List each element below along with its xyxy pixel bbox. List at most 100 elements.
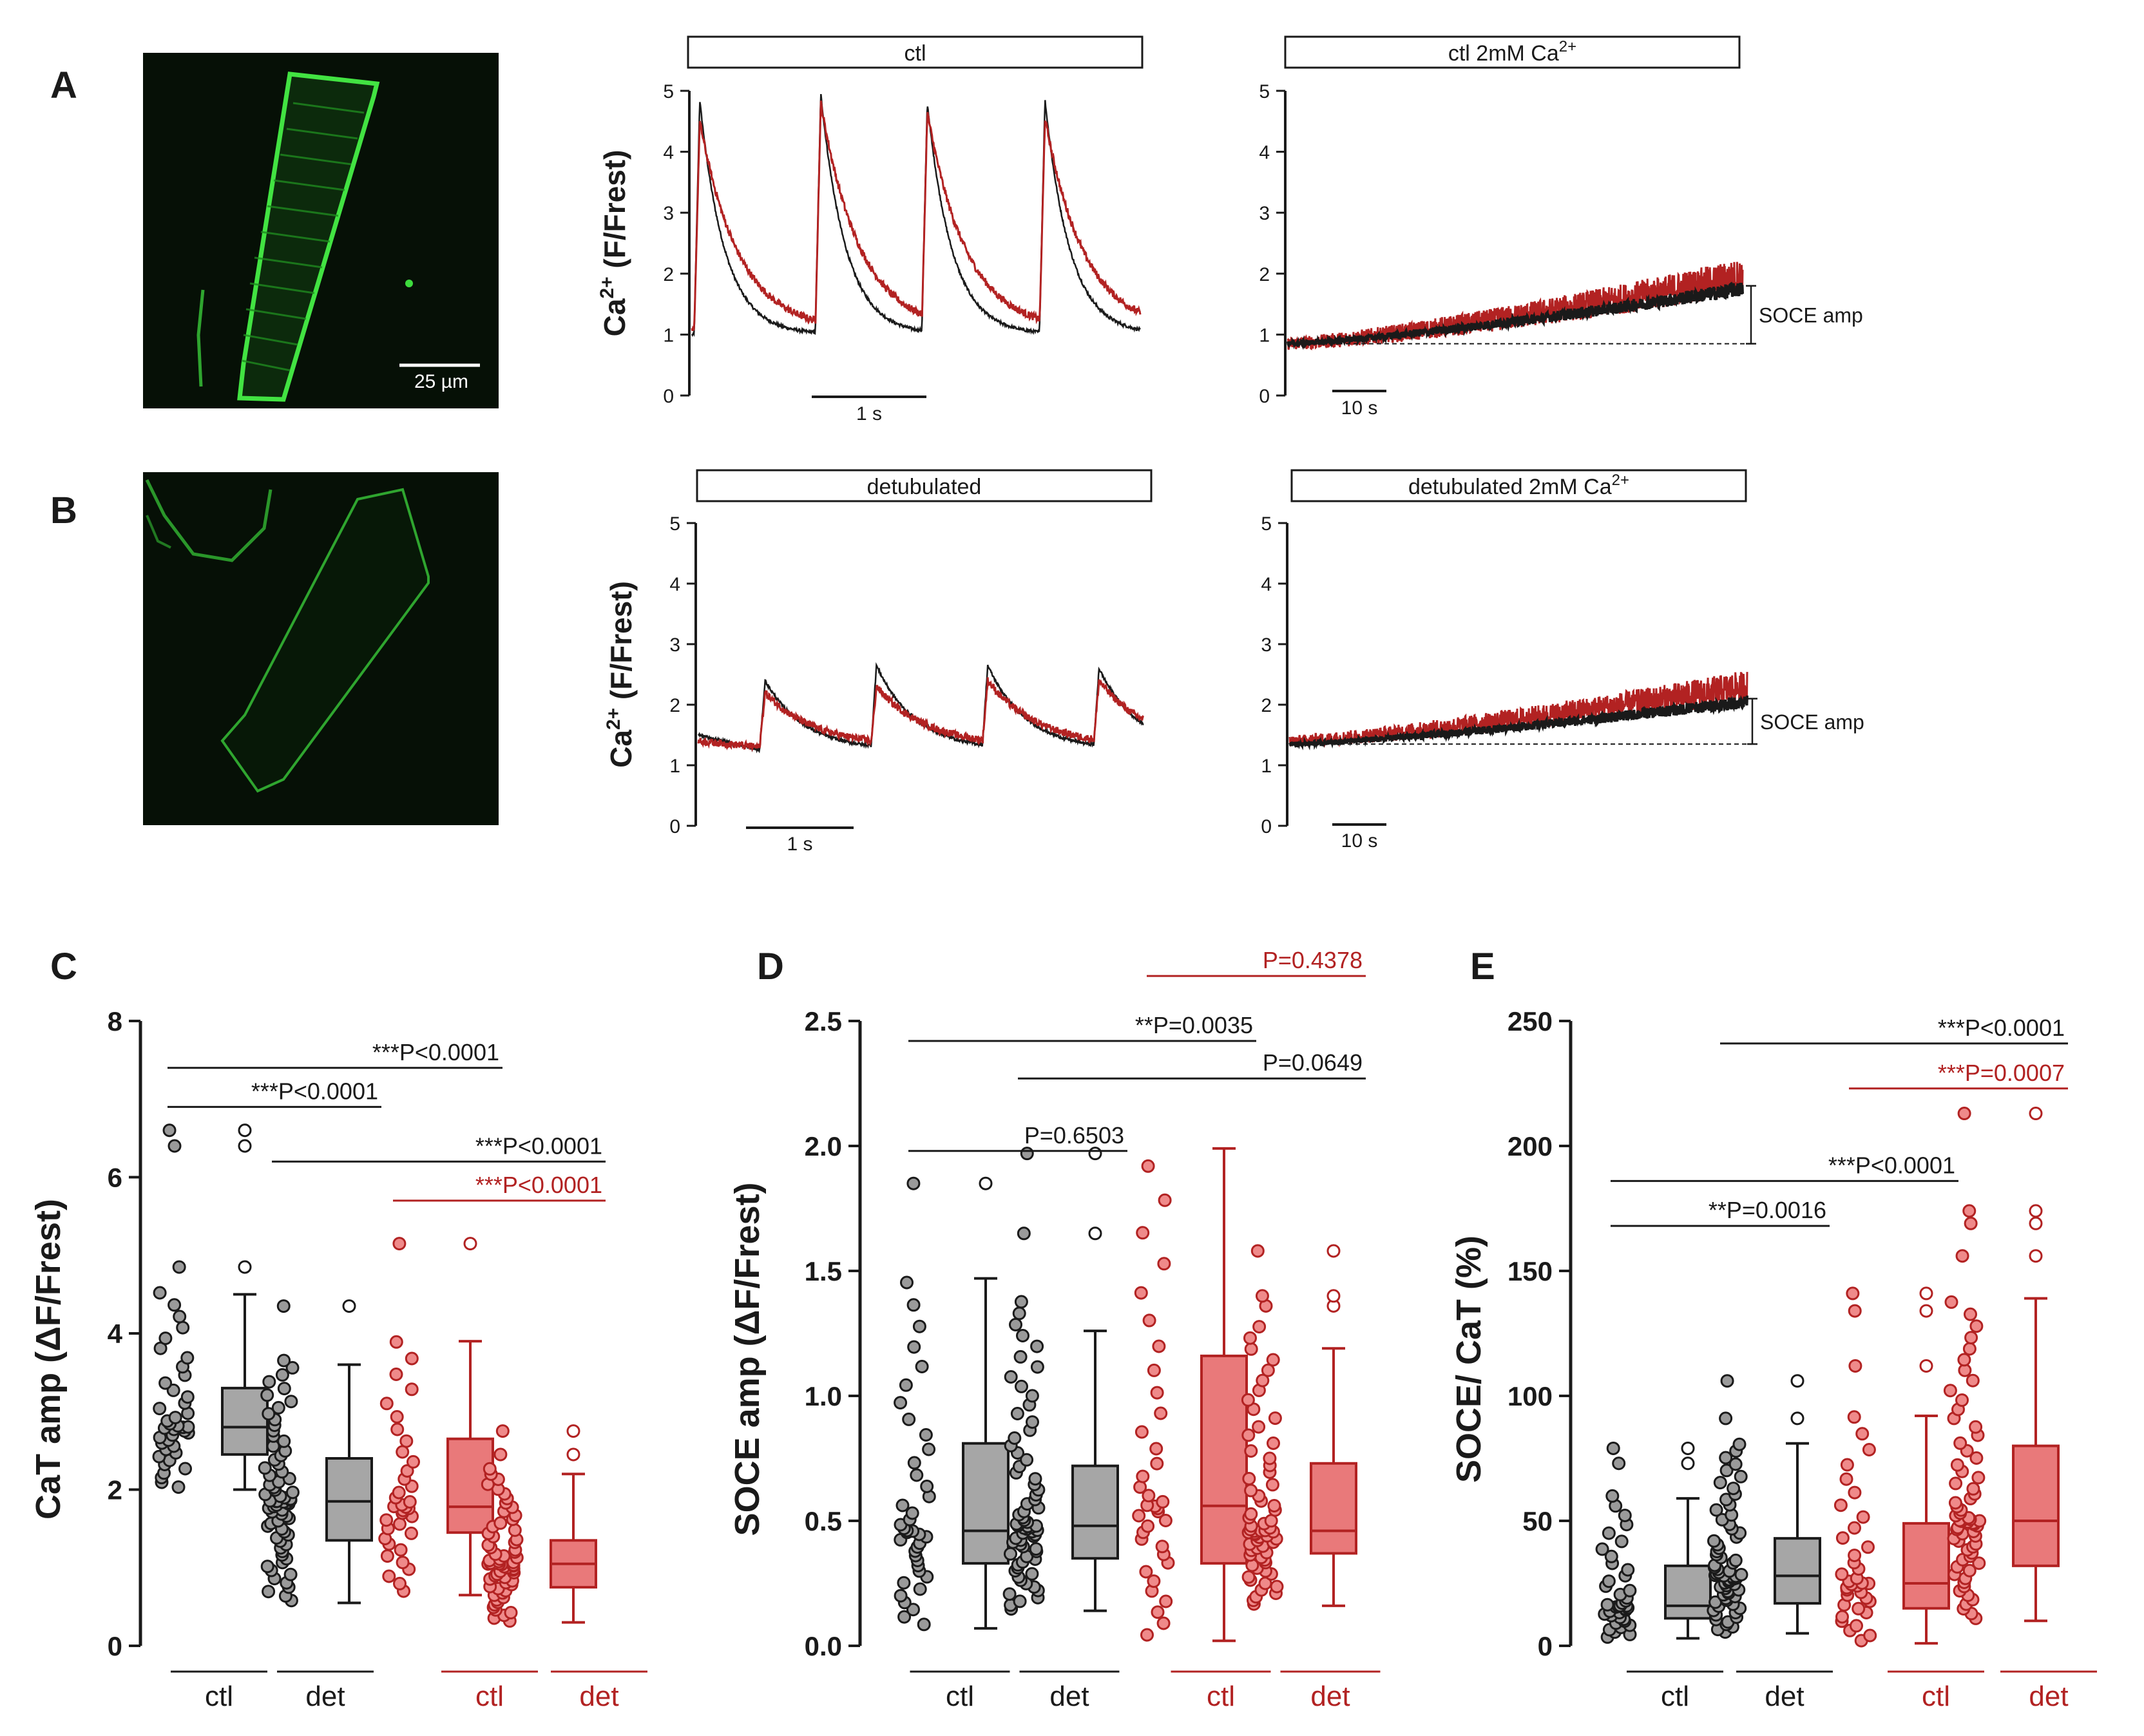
data-point	[1727, 1482, 1741, 1496]
data-point	[1133, 1480, 1147, 1494]
data-point	[1600, 1598, 1614, 1612]
box-outlier	[1919, 1359, 1933, 1373]
trace-title: detubulated 2mM Ca2+	[1408, 472, 1629, 499]
data-point	[1244, 1444, 1258, 1458]
data-point	[1016, 1329, 1029, 1342]
trace-y-tick-label: 3	[663, 203, 674, 224]
significance-label: P=0.4378	[1263, 947, 1363, 973]
data-point	[1969, 1451, 1984, 1465]
data-point	[403, 1495, 417, 1509]
data-point	[1835, 1531, 1850, 1545]
box-body	[1774, 1537, 1821, 1605]
data-point	[166, 1383, 180, 1397]
data-point	[1013, 1350, 1028, 1364]
trace-title-box	[1284, 35, 1741, 69]
time-scale-label: 1 s	[787, 834, 812, 855]
trace-panel-b-soce: detubulated 2mM Ca2+ 0 1 2 3 4 5 10 s SOCE amp	[1261, 469, 1864, 852]
box-outlier	[566, 1447, 580, 1462]
data-point	[180, 1351, 195, 1365]
trace-y-tick-label: 1	[669, 756, 680, 777]
trace-series-black	[1288, 694, 1748, 750]
data-point	[277, 1353, 291, 1368]
data-point	[1863, 1628, 1877, 1643]
trace-y-tick-label: 2	[663, 264, 674, 285]
trace-y-tick-label: 4	[669, 574, 680, 595]
trace-y-label: Ca2+ (F/Frest)	[603, 581, 638, 768]
data-point	[1606, 1441, 1620, 1455]
green-membrane-micrograph-icon	[196, 72, 413, 402]
data-point	[1948, 1496, 1962, 1510]
data-point	[1266, 1353, 1280, 1367]
box-body	[2012, 1444, 2060, 1567]
data-point	[907, 1340, 921, 1354]
data-point	[1017, 1226, 1031, 1241]
y-tick-label: 0.5	[805, 1506, 842, 1536]
trace-y-tick-label: 5	[1261, 513, 1272, 535]
data-point	[1025, 1567, 1039, 1581]
data-point	[1618, 1509, 1632, 1523]
data-point	[1964, 1331, 1978, 1345]
data-point	[1263, 1451, 1277, 1465]
data-point	[171, 1480, 186, 1494]
group-label: ctl	[205, 1681, 233, 1712]
data-point	[396, 1445, 410, 1459]
data-point	[1719, 1464, 1734, 1478]
data-point	[1010, 1407, 1024, 1420]
panel-letter-b: B	[50, 490, 77, 531]
data-point	[1962, 1342, 1977, 1356]
data-point	[1850, 1619, 1863, 1633]
data-point	[1270, 1579, 1284, 1594]
box-outlier	[342, 1299, 356, 1313]
data-point	[495, 1424, 510, 1438]
group-label: det	[2029, 1681, 2068, 1712]
data-point	[405, 1526, 418, 1540]
box-body	[1664, 1564, 1712, 1620]
box-outlier	[1790, 1374, 1804, 1388]
box-body	[1200, 1354, 1248, 1565]
significance-label: **P=0.0035	[1135, 1012, 1253, 1038]
box-outlier	[1088, 1147, 1102, 1161]
data-point	[1156, 1494, 1170, 1509]
box-body	[1071, 1464, 1119, 1560]
data-point	[1833, 1498, 1848, 1512]
data-point	[1950, 1458, 1964, 1472]
group-label: det	[1310, 1681, 1350, 1712]
group-label: det	[305, 1681, 345, 1712]
box-outlier	[238, 1260, 252, 1274]
data-point	[1255, 1289, 1269, 1303]
data-point	[1709, 1503, 1723, 1517]
micrograph-b	[143, 472, 499, 825]
data-point	[1256, 1373, 1270, 1388]
data-point	[277, 1382, 291, 1396]
data-point	[1969, 1420, 1983, 1434]
data-point	[1002, 1587, 1017, 1601]
data-point	[1244, 1483, 1258, 1498]
trace-y-tick-label: 2	[669, 695, 680, 716]
trace-panel-a-ctl: ctl 0 1 2 3 4 5 Ca2+ (F/Frest) 1 s	[597, 35, 1144, 424]
micrograph-a: 25 µm	[143, 53, 499, 408]
box-outlier	[1326, 1289, 1341, 1303]
data-point	[1141, 1159, 1155, 1173]
data-point	[1158, 1193, 1172, 1207]
data-point	[393, 1517, 407, 1531]
data-point	[1855, 1427, 1870, 1441]
data-point	[262, 1375, 276, 1389]
trace-y-tick-label: 5	[669, 513, 680, 535]
data-point	[277, 1434, 291, 1448]
data-point	[1719, 1411, 1733, 1426]
data-point	[1147, 1363, 1161, 1377]
trace-title-box	[1290, 469, 1747, 502]
data-point	[1852, 1601, 1866, 1616]
data-point	[400, 1464, 414, 1478]
data-point	[1030, 1360, 1044, 1374]
panel-letter-e: E	[1470, 946, 1495, 987]
data-point	[1962, 1204, 1977, 1218]
data-point	[168, 1139, 182, 1153]
data-point	[1142, 1489, 1156, 1503]
data-point	[1840, 1458, 1854, 1472]
trace-y-tick-label: 2	[1261, 695, 1272, 716]
data-point	[162, 1123, 177, 1138]
panel-letter-d: D	[757, 946, 784, 987]
data-point	[1614, 1534, 1629, 1549]
